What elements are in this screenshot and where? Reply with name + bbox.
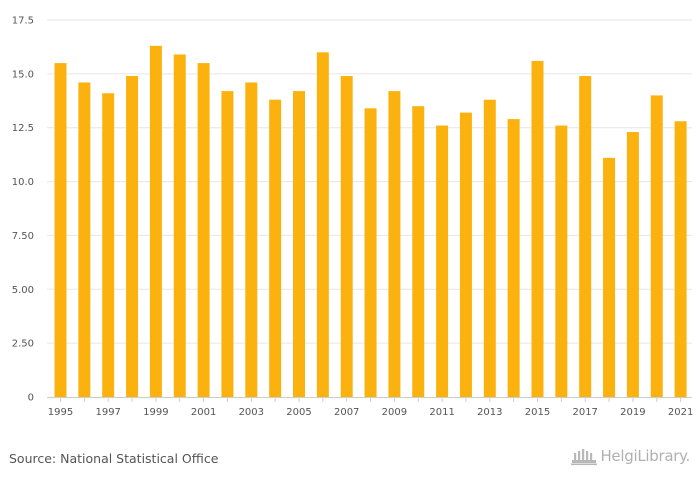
y-tick-label: 17.5 xyxy=(12,16,34,27)
bar-2013[interactable] xyxy=(483,99,496,398)
bar-2009[interactable] xyxy=(388,91,401,397)
y-tick-label: 2.50 xyxy=(12,339,34,350)
bar-2011[interactable] xyxy=(436,125,449,397)
x-tick-label: 2001 xyxy=(191,407,216,418)
x-tick-label: 2019 xyxy=(620,407,645,418)
x-axis xyxy=(47,397,692,402)
logo-text: HelgiLibrary. xyxy=(600,447,690,465)
bar-2005[interactable] xyxy=(293,91,305,397)
x-tick-label: 2007 xyxy=(334,407,359,418)
bar-1996[interactable] xyxy=(78,82,91,397)
y-tick-label: 0 xyxy=(28,393,34,404)
x-tick-label: 1999 xyxy=(143,407,168,418)
x-tick-label: 2005 xyxy=(286,407,311,418)
bar-2019[interactable] xyxy=(626,132,639,397)
bar-2004[interactable] xyxy=(269,99,282,398)
x-tick-label: 1995 xyxy=(48,407,73,418)
library-building-icon xyxy=(571,449,598,466)
helgi-library-logo[interactable]: HelgiLibrary. xyxy=(571,446,690,466)
bar-2017[interactable] xyxy=(579,76,592,398)
bar-2000[interactable] xyxy=(173,54,186,398)
x-tick-label: 2003 xyxy=(239,407,264,418)
footer: Source: National Statistical Office Helg… xyxy=(0,438,700,483)
bar-2016[interactable] xyxy=(555,125,568,397)
bar-2001[interactable] xyxy=(197,63,210,397)
bar-2008[interactable] xyxy=(364,108,377,397)
x-tick-label: 2015 xyxy=(525,407,550,418)
x-tick-label: 1997 xyxy=(95,407,120,418)
bar-2006[interactable] xyxy=(316,52,329,398)
bar-1998[interactable] xyxy=(126,76,139,398)
y-tick-label: 7.50 xyxy=(12,231,34,242)
bar-2021[interactable] xyxy=(674,121,687,397)
bar-2010[interactable] xyxy=(412,106,425,398)
bar-1997[interactable] xyxy=(102,93,115,397)
y-tick-label: 10.0 xyxy=(12,177,34,188)
bar-2015[interactable] xyxy=(531,60,544,397)
y-tick-label: 5.00 xyxy=(12,285,34,296)
x-axis-labels: 1995 1997 1999 2001 2003 2005 2007 2009 2011 2013… xyxy=(48,407,694,418)
x-tick-label: 2013 xyxy=(477,407,502,418)
source-note: Source: National Statistical Office xyxy=(9,451,219,466)
bar-2018[interactable] xyxy=(603,157,616,397)
x-tick-label: 2021 xyxy=(668,407,693,418)
bar-2012[interactable] xyxy=(459,112,472,398)
y-tick-label: 12.5 xyxy=(12,123,34,134)
bar-2014[interactable] xyxy=(507,119,520,398)
x-tick-label: 2009 xyxy=(382,407,407,418)
bar-2003[interactable] xyxy=(245,82,258,397)
y-axis-labels: 0 2.50 5.00 7.50 10.0 12.5 15.0 17.5 xyxy=(12,16,34,404)
bar-2020[interactable] xyxy=(650,95,663,398)
y-tick-label: 15.0 xyxy=(12,69,34,80)
bar-1999[interactable] xyxy=(149,45,162,397)
bar-1995[interactable] xyxy=(54,63,67,397)
x-tick-label: 2017 xyxy=(572,407,597,418)
bars xyxy=(54,45,687,398)
bar-2007[interactable] xyxy=(340,76,353,398)
x-tick-label: 2011 xyxy=(429,407,454,418)
bar-2002[interactable] xyxy=(221,91,234,397)
